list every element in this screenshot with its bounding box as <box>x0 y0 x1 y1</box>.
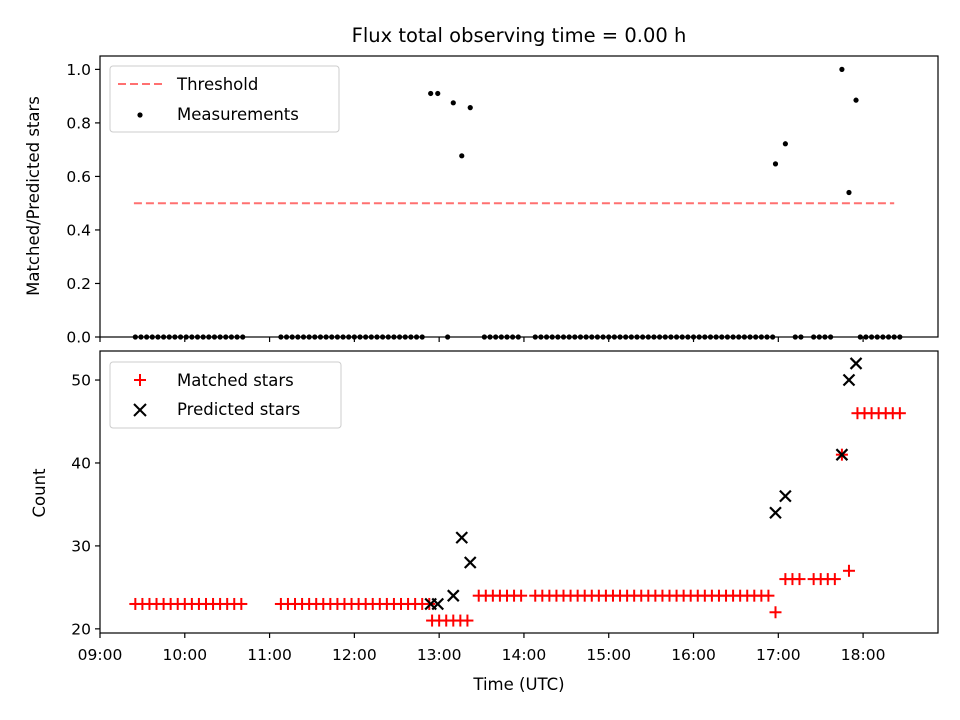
bottom-y-axis-label: Count <box>30 468 49 518</box>
bottom-legend: Matched stars Predicted stars <box>109 361 342 429</box>
x-tick-label-4: 13:00 <box>417 646 462 664</box>
x-tick-label-6: 15:00 <box>586 646 631 664</box>
top-legend-box <box>109 65 340 133</box>
predicted-star-point <box>779 489 792 503</box>
top-y-tick-label-5: 1.0 <box>66 61 91 79</box>
bottom-y-ticks: 20 30 40 50 <box>71 372 100 638</box>
bottom-x-tick-2: 11:00 <box>247 633 292 664</box>
top-y-tick-0: 0.0 <box>66 329 100 347</box>
bottom-x-tick-9: 18:00 <box>841 633 886 664</box>
top-y-tick-3: 0.6 <box>66 168 100 186</box>
bottom-y-tick-3: 50 <box>71 372 100 390</box>
bottom-y-tick-label-2: 40 <box>71 454 91 472</box>
matched-star-point <box>461 614 474 627</box>
legend-predicted-label: Predicted stars <box>177 400 300 419</box>
predicted-star-point <box>455 531 469 544</box>
measurement-point <box>782 141 788 147</box>
bottom-y-tick-label-3: 50 <box>71 372 91 390</box>
x-tick-label-0: 09:00 <box>78 646 123 664</box>
matched-star-point <box>762 589 775 602</box>
bottom-x-tick-8: 17:00 <box>756 633 801 664</box>
measurement-point <box>853 97 859 103</box>
matched-star-point <box>842 564 855 577</box>
predicted-star-points <box>424 357 863 611</box>
bottom-y-tick-label-1: 30 <box>71 537 91 555</box>
x-tick-label-3: 12:00 <box>332 646 377 664</box>
top-y-tick-label-4: 0.8 <box>66 114 91 132</box>
measurement-point <box>467 105 473 111</box>
measurement-point <box>846 189 852 196</box>
matched-star-point <box>235 597 248 610</box>
bottom-x-tick-3: 12:00 <box>332 633 377 664</box>
bottom-y-tick-1: 30 <box>71 537 100 555</box>
measurement-point <box>435 90 441 97</box>
top-y-tick-4: 0.8 <box>66 114 100 132</box>
top-y-tick-label-2: 0.4 <box>66 221 91 239</box>
predicted-star-point <box>447 589 460 602</box>
matched-star-points <box>129 407 906 627</box>
predicted-star-point <box>842 373 856 387</box>
top-y-tick-label-1: 0.2 <box>66 275 91 293</box>
x-tick-label-7: 16:00 <box>671 646 716 664</box>
legend-predicted-swatch <box>133 403 147 417</box>
top-y-tick-2: 0.4 <box>66 221 100 239</box>
bottom-y-tick-2: 40 <box>71 454 100 472</box>
matched-star-point <box>828 573 841 586</box>
predicted-star-point <box>463 556 477 569</box>
legend-matched-swatch <box>134 374 146 386</box>
matched-star-point <box>793 573 806 586</box>
top-y-tick-5: 1.0 <box>66 61 100 79</box>
top-plot-frame <box>99 55 939 338</box>
top-legend: Threshold Measurements <box>109 65 340 133</box>
top-y-ticks: 0.0 0.2 0.4 0.6 0.8 1.0 <box>66 61 100 347</box>
top-panel: Flux total observing time = 0.00 h Match… <box>24 24 939 347</box>
bottom-y-tick-0: 20 <box>71 620 100 638</box>
x-tick-label-5: 14:00 <box>502 646 547 664</box>
bottom-y-tick-label-0: 20 <box>71 620 91 638</box>
legend-measurements-label: Measurements <box>177 105 299 124</box>
bottom-x-tick-4: 13:00 <box>417 633 462 664</box>
bottom-panel: Count Time (UTC) 20 30 40 50 09:00 10:00… <box>30 350 939 694</box>
legend-measurements-swatch <box>137 112 143 118</box>
x-tick-label-1: 10:00 <box>162 646 207 664</box>
top-y-tick-label-3: 0.6 <box>66 168 91 186</box>
bottom-legend-box <box>109 361 342 429</box>
bottom-x-ticks: 09:00 10:00 11:00 12:00 13:00 14:00 15:0… <box>78 633 886 664</box>
measurement-point <box>772 161 779 167</box>
chart-title: Flux total observing time = 0.00 h <box>352 24 687 47</box>
matched-star-point <box>769 606 782 619</box>
measurement-point <box>459 153 465 159</box>
predicted-star-point <box>431 597 445 611</box>
predicted-star-point <box>769 506 782 520</box>
legend-matched-label: Matched stars <box>177 371 294 390</box>
matched-star-point <box>893 407 906 420</box>
measurement-point <box>428 90 434 97</box>
measurement-point <box>450 100 456 106</box>
bottom-plot-frame <box>99 350 939 634</box>
bottom-x-tick-5: 14:00 <box>502 633 547 664</box>
bottom-x-tick-1: 10:00 <box>162 633 207 664</box>
top-y-tick-1: 0.2 <box>66 275 100 293</box>
x-tick-label-9: 18:00 <box>841 646 886 664</box>
top-y-tick-label-0: 0.0 <box>66 329 91 347</box>
x-tick-label-8: 17:00 <box>756 646 801 664</box>
measurement-point <box>839 66 845 72</box>
bottom-x-tick-0: 09:00 <box>78 633 123 664</box>
x-tick-label-2: 11:00 <box>247 646 292 664</box>
predicted-star-point <box>849 357 863 370</box>
bottom-x-tick-6: 15:00 <box>586 633 631 664</box>
bottom-x-tick-7: 16:00 <box>671 633 716 664</box>
top-y-axis-label: Matched/Predicted stars <box>24 96 43 296</box>
legend-threshold-label: Threshold <box>176 75 258 94</box>
bottom-x-axis-label: Time (UTC) <box>472 675 564 694</box>
matched-star-point <box>515 589 528 602</box>
predicted-star-point <box>835 448 849 461</box>
